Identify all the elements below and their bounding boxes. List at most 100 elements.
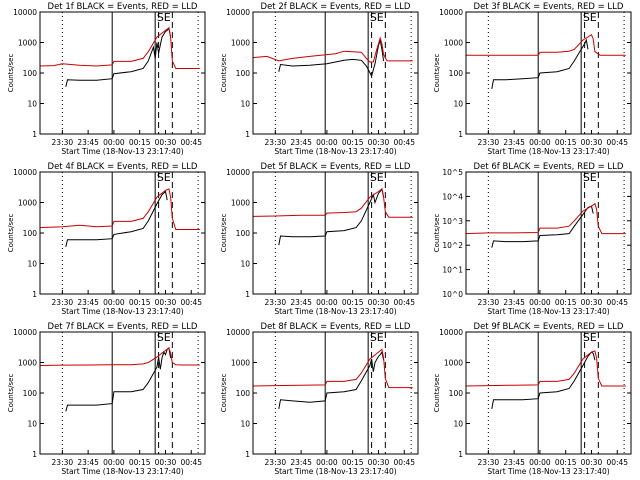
x-tick-label: 00:00	[103, 458, 125, 467]
y-tick-label: 10	[27, 420, 37, 429]
y-tick-label: 100	[23, 389, 38, 398]
panel-title: Det 2f BLACK = Events, RED = LLD	[261, 2, 411, 12]
x-tick-label: 23:30	[478, 298, 500, 307]
panel-title: Det 6f BLACK = Events, RED = LLD	[474, 162, 624, 172]
panel-title: Det 7f BLACK = Events, RED = LLD	[48, 322, 198, 332]
x-tick-label: 00:45	[393, 458, 415, 467]
y-tick-label: 1000	[18, 359, 37, 368]
marker-e: E	[590, 331, 597, 344]
x-tick-label: 00:45	[606, 458, 628, 467]
series-lld	[465, 350, 626, 387]
x-tick-label: 00:45	[180, 458, 202, 467]
x-tick-label: 00:15	[129, 298, 151, 307]
y-tick-label: 100	[236, 389, 251, 398]
series-lld	[252, 188, 413, 218]
x-tick-label: 23:45	[503, 138, 525, 147]
y-axis-label: Counts/sec	[220, 54, 228, 93]
x-tick-label: 23:30	[478, 458, 500, 467]
y-axis-label: Counts/sec	[433, 374, 441, 413]
y-tick-label: 10	[453, 420, 463, 429]
x-tick-label: 00:45	[606, 298, 628, 307]
y-tick-label: 10000	[439, 328, 463, 337]
series-events	[65, 26, 172, 88]
plot-frame	[39, 171, 206, 295]
marker-e: E	[377, 11, 384, 24]
marker-e: E	[377, 171, 384, 184]
series-events	[278, 39, 385, 78]
x-tick-label: 23:45	[77, 298, 99, 307]
x-tick-label: 23:30	[265, 458, 287, 467]
y-tick-label: 10^4	[442, 192, 463, 201]
y-axis-label: Counts/sec	[7, 374, 15, 413]
y-tick-label: 10000	[13, 168, 37, 177]
x-tick-label: 23:30	[478, 138, 500, 147]
x-tick-label: 00:00	[529, 458, 551, 467]
x-tick-label: 23:45	[77, 458, 99, 467]
panel-title: Det 9f BLACK = Events, RED = LLD	[474, 322, 624, 332]
y-tick-label: 1	[245, 290, 250, 299]
series-events	[65, 190, 168, 248]
marker-e: E	[164, 171, 171, 184]
y-tick-label: 10^5	[442, 168, 463, 177]
plot-frame	[39, 331, 206, 455]
y-tick-label: 10	[240, 420, 250, 429]
series-events	[491, 351, 596, 409]
marker-e: E	[590, 11, 597, 24]
x-tick-label: 23:30	[265, 298, 287, 307]
plot-frame	[252, 11, 419, 135]
marker-s: S	[157, 331, 164, 344]
y-tick-label: 100	[23, 69, 38, 78]
x-tick-label: 00:30	[368, 138, 390, 147]
x-tick-label: 00:00	[316, 138, 338, 147]
x-tick-label: 00:15	[129, 458, 151, 467]
x-axis-label: Start Time (18-Nov-13 23:17:40)	[274, 467, 396, 476]
marker-e: E	[164, 11, 171, 24]
marker-s: S	[583, 171, 590, 184]
marker-s: S	[157, 11, 164, 24]
y-tick-label: 10000	[439, 8, 463, 17]
x-tick-label: 23:45	[503, 298, 525, 307]
y-tick-label: 10^2	[442, 241, 463, 250]
x-axis-label: Start Time (18-Nov-13 23:17:40)	[61, 147, 183, 156]
y-tick-label: 10	[240, 100, 250, 109]
x-axis-label: Start Time (18-Nov-13 23:17:40)	[274, 147, 396, 156]
x-tick-label: 00:00	[103, 138, 125, 147]
x-tick-label: 00:45	[180, 138, 202, 147]
y-axis-label: Counts/sec	[220, 374, 228, 413]
y-tick-label: 1000	[18, 39, 37, 48]
y-tick-label: 10000	[226, 168, 250, 177]
panel-title: Det 5f BLACK = Events, RED = LLD	[261, 162, 411, 172]
y-tick-label: 1	[32, 290, 37, 299]
x-tick-label: 00:45	[393, 298, 415, 307]
plot-frame	[252, 331, 419, 455]
y-tick-label: 1	[458, 130, 463, 139]
y-tick-label: 1000	[231, 39, 250, 48]
x-tick-label: 23:45	[290, 458, 312, 467]
plot-frame	[465, 11, 632, 135]
series-lld	[252, 36, 413, 63]
y-tick-label: 1000	[444, 39, 463, 48]
y-tick-label: 1	[245, 130, 250, 139]
x-tick-label: 23:45	[503, 458, 525, 467]
y-tick-label: 1000	[231, 199, 250, 208]
series-lld	[39, 347, 200, 366]
plot-frame	[465, 331, 632, 455]
x-axis-label: Start Time (18-Nov-13 23:17:40)	[61, 307, 183, 316]
x-tick-label: 00:15	[342, 138, 364, 147]
x-tick-label: 00:30	[581, 138, 603, 147]
y-tick-label: 10	[453, 100, 463, 109]
plot-frame	[39, 11, 206, 135]
y-tick-label: 10000	[226, 8, 250, 17]
y-tick-label: 1000	[18, 199, 37, 208]
marker-e: E	[590, 171, 597, 184]
x-tick-label: 23:45	[290, 298, 312, 307]
x-tick-label: 00:30	[581, 458, 603, 467]
